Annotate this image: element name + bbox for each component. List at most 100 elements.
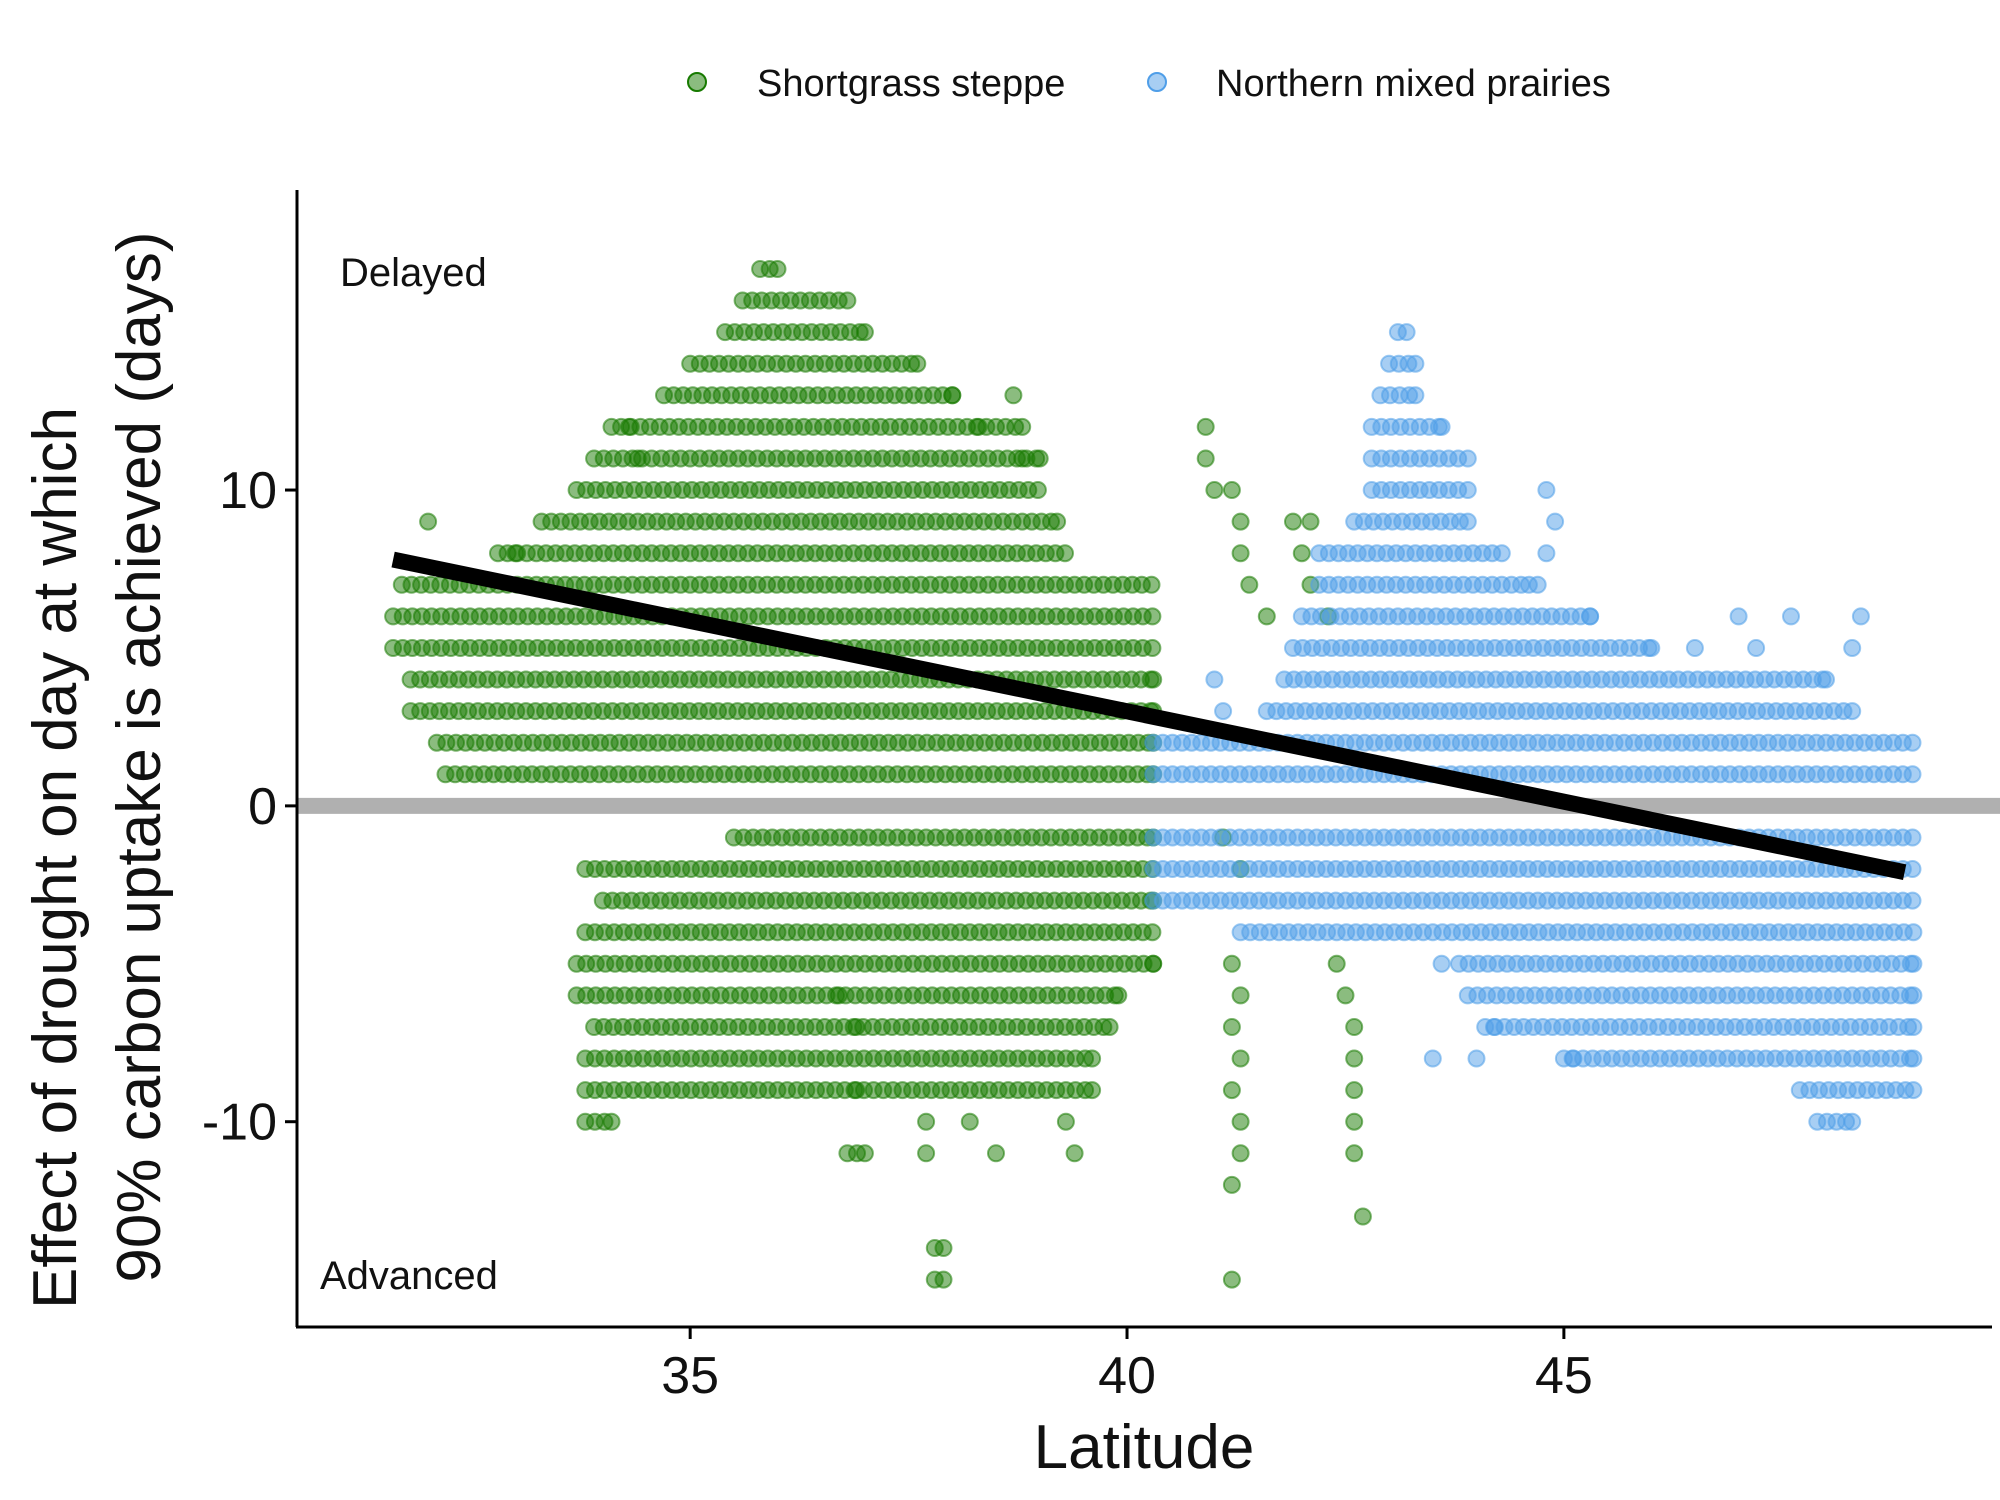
data-point: [1144, 670, 1163, 689]
data-point: [855, 1144, 874, 1163]
data-point: [506, 544, 525, 563]
data-point: [1240, 575, 1259, 594]
data-point: [1144, 954, 1163, 973]
data-point: [602, 1112, 621, 1131]
data-point: [1222, 1175, 1241, 1194]
data-point: [1222, 1018, 1241, 1036]
data-point: [1903, 765, 1922, 784]
data-point: [1004, 386, 1023, 405]
data-point: [1056, 544, 1074, 563]
data-point: [1030, 449, 1049, 468]
data-point: [1196, 417, 1215, 436]
data-point: [1083, 1049, 1102, 1068]
data-point: [1903, 860, 1922, 878]
legend-label-shortgrass-steppe: Shortgrass steppe: [757, 63, 1065, 105]
data-point: [943, 386, 962, 405]
data-point: [1397, 323, 1416, 342]
data-point: [1528, 575, 1547, 594]
data-point: [1432, 954, 1451, 973]
data-point: [1458, 512, 1477, 531]
data-point: [1423, 1049, 1442, 1068]
x-tick-label: 35: [661, 1347, 719, 1405]
y-tick-label: 0: [248, 778, 277, 836]
legend-marker-shortgrass-steppe: [687, 72, 707, 92]
data-point: [1537, 481, 1556, 499]
data-point: [1345, 1049, 1364, 1068]
y-axis-title-line-1: Effect of drought on day at which: [21, 407, 90, 1309]
data-point: [1458, 449, 1477, 468]
data-point: [1345, 1018, 1364, 1036]
data-point: [1546, 512, 1565, 531]
data-point: [1432, 417, 1451, 436]
data-point: [969, 417, 988, 436]
data-point: [908, 354, 927, 373]
data-point: [987, 1144, 1005, 1163]
data-point: [1284, 512, 1302, 531]
x-tick-label: 45: [1535, 1347, 1593, 1405]
data-point: [1013, 449, 1032, 468]
data-point: [419, 512, 438, 531]
data-point: [1458, 481, 1477, 499]
data-point: [1904, 954, 1923, 973]
data-point: [1205, 670, 1224, 689]
data-point: [1143, 639, 1162, 657]
data-point: [1231, 1112, 1250, 1131]
y-axis-title-line-2: 90% carbon uptake is achieved (days): [105, 231, 174, 1282]
legend-marker-northern-mixed-prairies: [1147, 72, 1167, 92]
trend-line: [391, 551, 1907, 881]
data-point: [847, 1018, 866, 1036]
data-point: [1056, 1112, 1075, 1131]
data-point: [917, 1112, 936, 1131]
data-point: [1345, 1081, 1364, 1100]
x-axis-ticks: 35 40 45: [661, 1327, 1593, 1405]
data-point: [1100, 1018, 1119, 1036]
data-point: [1345, 1144, 1364, 1163]
annotation-advanced: Advanced: [320, 1254, 498, 1298]
data-point: [1142, 575, 1161, 594]
data-point: [917, 1144, 936, 1163]
data-point: [829, 986, 848, 1005]
data-point: [1327, 954, 1346, 973]
data-point: [1406, 354, 1425, 373]
data-point: [1642, 639, 1661, 657]
y-axis-title: Effect of drought on day at which 90% ca…: [21, 231, 174, 1309]
data-point: [1222, 1270, 1241, 1289]
x-tick-label: 40: [1098, 1347, 1156, 1405]
data-point: [1904, 1049, 1923, 1068]
data-point: [1817, 670, 1835, 689]
data-point: [1581, 607, 1600, 626]
data-point: [1904, 1081, 1923, 1100]
data-point: [1563, 1049, 1582, 1068]
data-point: [1231, 1049, 1250, 1068]
data-point: [960, 1112, 979, 1131]
data-point: [1904, 923, 1923, 942]
data-point: [1231, 544, 1250, 563]
data-point: [1231, 986, 1250, 1005]
data-point: [1083, 1081, 1102, 1100]
data-point: [1843, 1112, 1862, 1131]
points-layer: [384, 260, 1923, 1289]
data-point: [1467, 1049, 1486, 1068]
data-point: [1048, 512, 1067, 531]
data-point: [1143, 923, 1162, 942]
x-axis-title: Latitude: [1034, 1413, 1255, 1482]
data-point: [1537, 544, 1556, 563]
data-point: [855, 323, 874, 342]
data-point: [1205, 481, 1224, 499]
y-axis-ticks: -10 0 10: [202, 462, 297, 1152]
data-point: [934, 1270, 953, 1289]
data-point: [768, 260, 787, 278]
data-point: [934, 1239, 953, 1257]
data-point: [1353, 1207, 1372, 1226]
data-point: [838, 291, 857, 310]
data-point: [1851, 607, 1870, 626]
plot-area: [297, 260, 2000, 1289]
data-point: [847, 1081, 866, 1100]
data-point: [1231, 512, 1250, 531]
legend: Shortgrass steppe Northern mixed prairie…: [687, 63, 1611, 105]
y-tick-label: -10: [202, 1094, 277, 1152]
data-point: [1336, 986, 1355, 1005]
data-point: [1222, 954, 1241, 973]
data-point: [1222, 481, 1241, 499]
data-point: [1492, 544, 1511, 563]
